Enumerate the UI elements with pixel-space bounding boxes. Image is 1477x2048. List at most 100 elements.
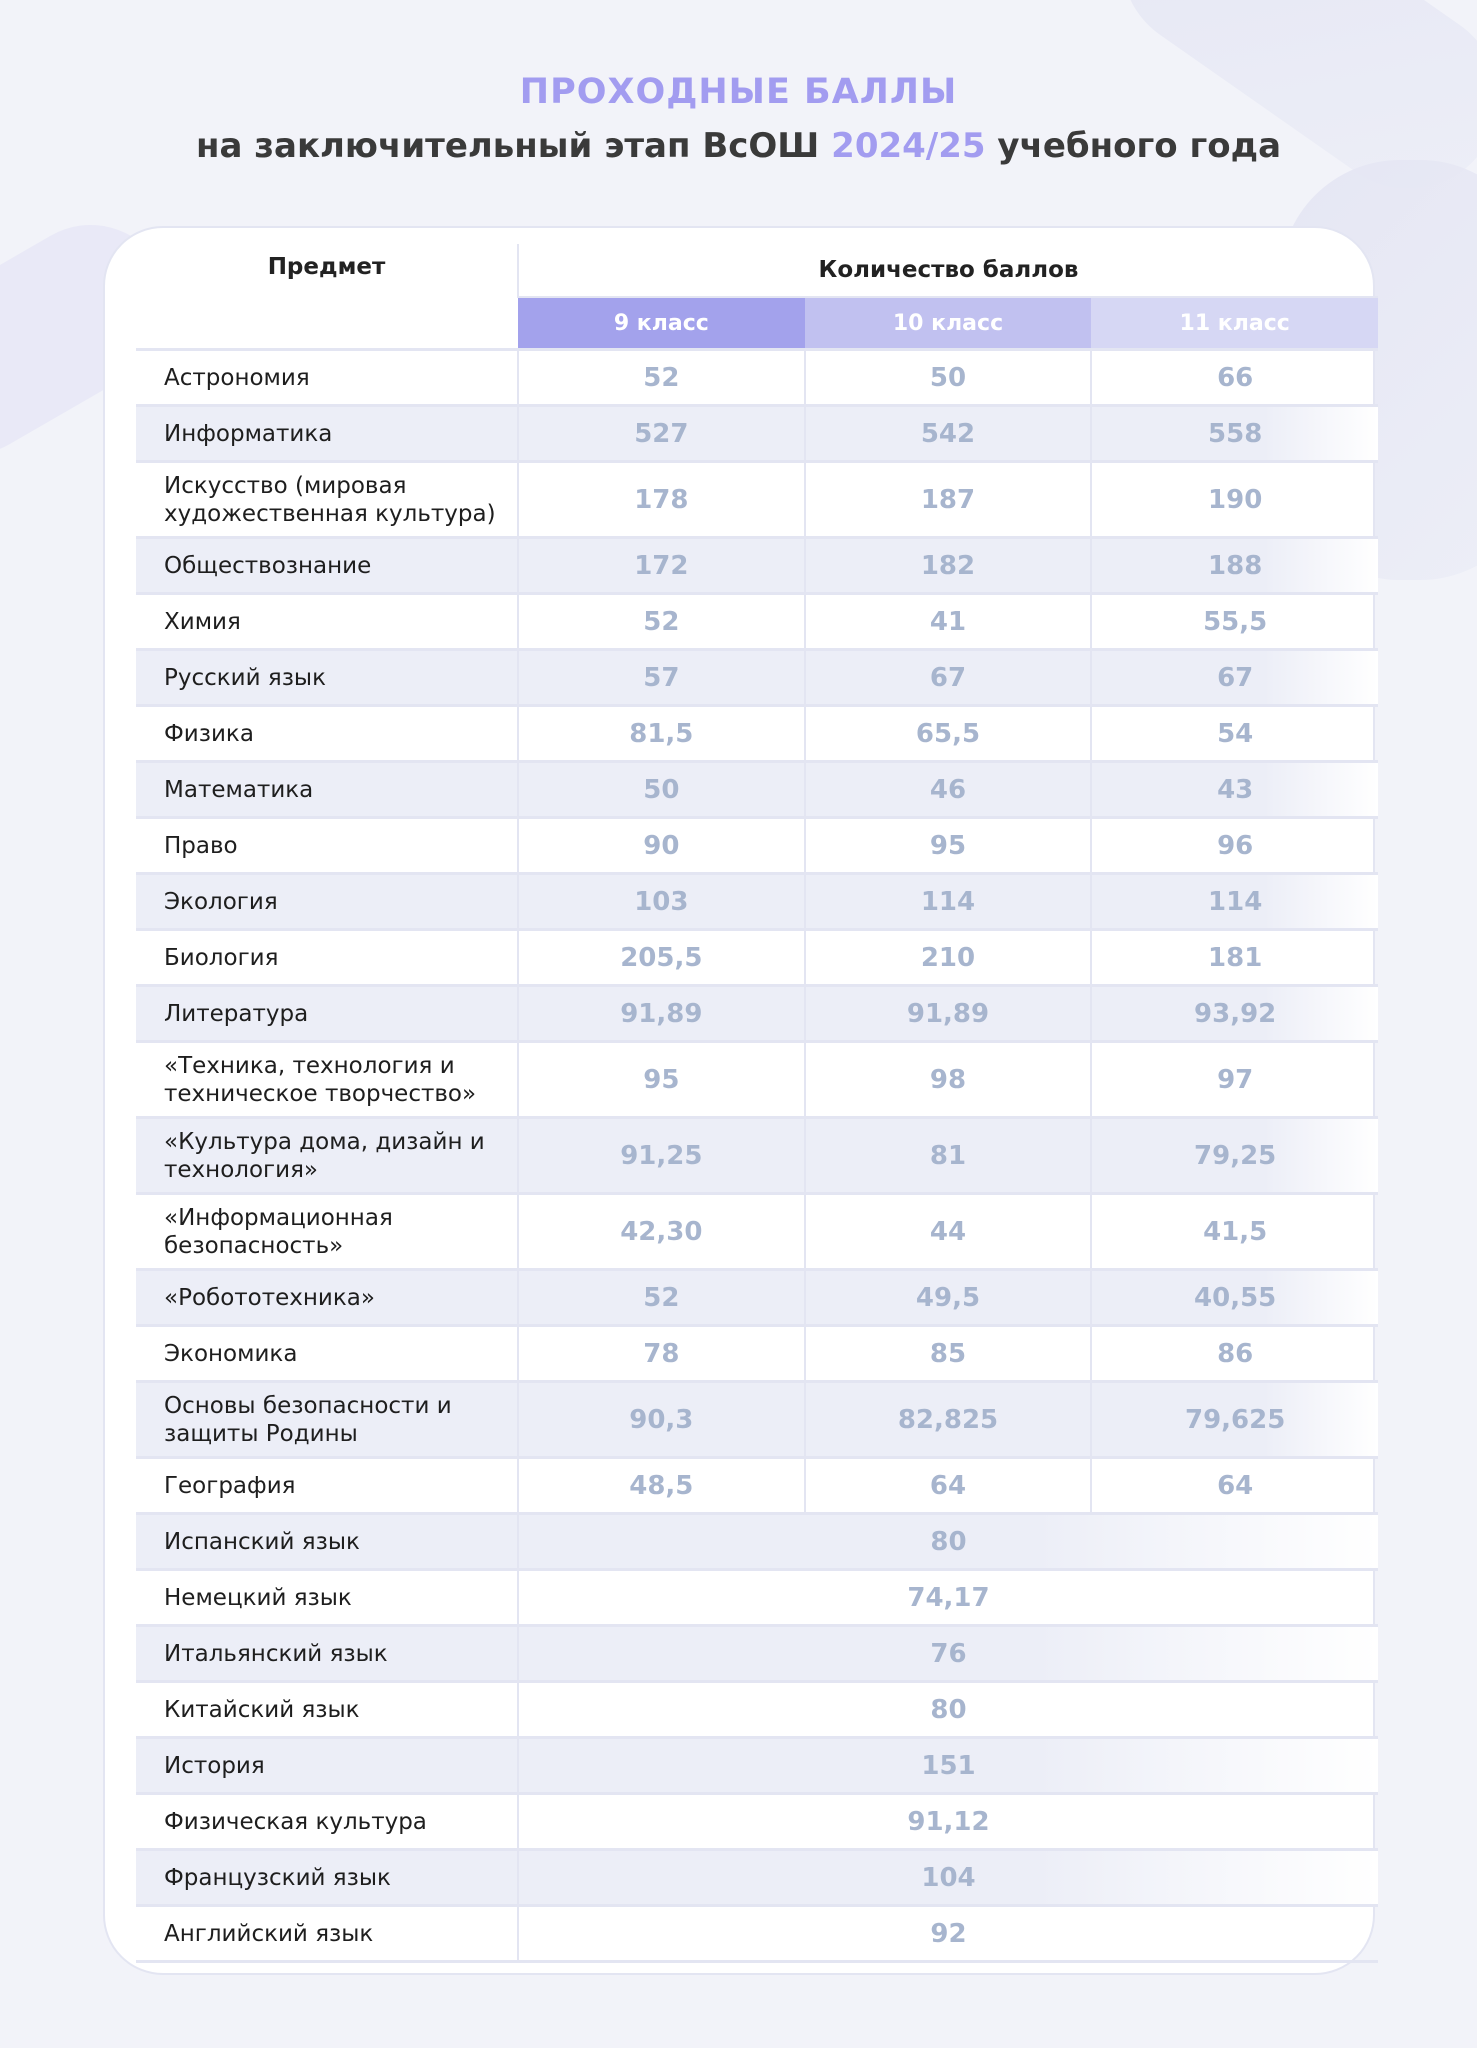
table-row: «Культура дома, дизайн и технология» 91,2…	[136, 1117, 1378, 1195]
score-grade-10: 98	[803, 1041, 1092, 1119]
score-grade-11: 96	[1090, 817, 1378, 875]
score-all-grades: 104	[517, 1849, 1378, 1907]
score-header: Количество баллов	[517, 244, 1378, 298]
subject-cell: «Информационная безопасность»	[136, 1193, 518, 1271]
table-row: Математика 50 46 43	[136, 761, 1378, 819]
score-grade-11: 55,5	[1090, 593, 1378, 651]
table-row: «Техника, технология и техническое творч…	[136, 1041, 1378, 1119]
scores-table: Предмет Количество баллов 9 класс 10 кла…	[136, 244, 1378, 1963]
subject-cell: Физическая культура	[136, 1793, 518, 1851]
subject-cell: Русский язык	[136, 649, 518, 707]
score-grade-9: 91,25	[517, 1117, 805, 1195]
score-grade-10: 182	[803, 537, 1092, 595]
score-grade-11: 54	[1090, 705, 1378, 763]
score-grade-9: 91,89	[517, 985, 805, 1043]
score-grade-10: 49,5	[803, 1269, 1092, 1327]
subject-cell: Астрономия	[136, 349, 518, 407]
score-grade-9: 52	[517, 349, 805, 407]
score-all-grades: 151	[517, 1737, 1378, 1795]
subject-cell: Информатика	[136, 405, 518, 463]
score-grade-10: 542	[803, 405, 1092, 463]
score-grade-9: 90,3	[517, 1381, 805, 1459]
score-grade-10: 50	[803, 349, 1092, 407]
table-row: География 48,5 64 64	[136, 1457, 1378, 1515]
score-grade-9: 52	[517, 593, 805, 651]
score-grade-9: 50	[517, 761, 805, 819]
score-grade-9: 178	[517, 461, 805, 539]
score-grade-10: 65,5	[803, 705, 1092, 763]
score-grade-11: 114	[1090, 873, 1378, 931]
score-grade-9: 81,5	[517, 705, 805, 763]
score-grade-10: 114	[803, 873, 1092, 931]
score-grade-10: 44	[803, 1193, 1092, 1271]
subject-cell: Литература	[136, 985, 518, 1043]
table-row: Немецкий язык 74,17	[136, 1569, 1378, 1627]
table-row: Литература 91,89 91,89 93,92	[136, 985, 1378, 1043]
score-grade-10: 46	[803, 761, 1092, 819]
score-grade-9: 103	[517, 873, 805, 931]
subject-cell: Право	[136, 817, 518, 875]
score-grade-10: 67	[803, 649, 1092, 707]
score-grade-10: 81	[803, 1117, 1092, 1195]
subject-cell: Обществознание	[136, 537, 518, 595]
grade-10-header: 10 класс	[804, 297, 1092, 351]
score-all-grades: 91,12	[517, 1793, 1378, 1851]
table-row: Французский язык 104	[136, 1849, 1378, 1907]
score-grade-9: 48,5	[517, 1457, 805, 1515]
table-row: «Робототехника» 52 49,5 40,55	[136, 1269, 1378, 1327]
table-row: «Информационная безопасность» 42,30 44 41,5	[136, 1193, 1378, 1271]
subtitle-year: 2024/25	[831, 126, 986, 166]
score-all-grades: 74,17	[517, 1569, 1378, 1627]
score-grade-9: 95	[517, 1041, 805, 1119]
table-row: История 151	[136, 1737, 1378, 1795]
subject-header: Предмет	[136, 244, 518, 351]
score-grade-11: 181	[1090, 929, 1378, 987]
score-grade-9: 52	[517, 1269, 805, 1327]
table-row: Китайский язык 80	[136, 1681, 1378, 1739]
subject-cell: Основы безопасности и защиты Родины	[136, 1381, 518, 1459]
table-row: Английский язык 92	[136, 1905, 1378, 1963]
score-grade-11: 43	[1090, 761, 1378, 819]
table-row: Итальянский язык 76	[136, 1625, 1378, 1683]
subject-cell: Биология	[136, 929, 518, 987]
table-row: Химия 52 41 55,5	[136, 593, 1378, 651]
table-row: Право 90 95 96	[136, 817, 1378, 875]
subject-cell: «Культура дома, дизайн и технология»	[136, 1117, 518, 1195]
score-grade-10: 85	[803, 1325, 1092, 1383]
subject-cell: Французский язык	[136, 1849, 518, 1907]
table-row: Русский язык 57 67 67	[136, 649, 1378, 707]
score-all-grades: 92	[517, 1905, 1378, 1963]
subject-cell: Химия	[136, 593, 518, 651]
table-row: Экономика 78 85 86	[136, 1325, 1378, 1383]
subtitle-text: учебного года	[985, 126, 1282, 166]
score-grade-11: 41,5	[1090, 1193, 1378, 1271]
score-grade-11: 93,92	[1090, 985, 1378, 1043]
score-grade-10: 95	[803, 817, 1092, 875]
score-grade-9: 90	[517, 817, 805, 875]
score-grade-11: 97	[1090, 1041, 1378, 1119]
score-grade-10: 210	[803, 929, 1092, 987]
score-grade-9: 42,30	[517, 1193, 805, 1271]
subject-cell: Экология	[136, 873, 518, 931]
score-grade-11: 79,25	[1090, 1117, 1378, 1195]
score-all-grades: 76	[517, 1625, 1378, 1683]
score-grade-10: 41	[803, 593, 1092, 651]
score-grade-11: 558	[1090, 405, 1378, 463]
score-grade-9: 57	[517, 649, 805, 707]
grade-11-header: 11 класс	[1091, 297, 1378, 351]
table-row: Астрономия 52 50 66	[136, 349, 1378, 407]
score-grade-10: 91,89	[803, 985, 1092, 1043]
table-row: Физическая культура 91,12	[136, 1793, 1378, 1851]
table-row: Испанский язык 80	[136, 1513, 1378, 1571]
score-grade-10: 82,825	[803, 1381, 1092, 1459]
score-grade-11: 188	[1090, 537, 1378, 595]
score-grade-11: 86	[1090, 1325, 1378, 1383]
subtitle-text: на заключительный этап ВсОШ	[195, 126, 832, 166]
subject-cell: «Робототехника»	[136, 1269, 518, 1327]
score-grade-11: 79,625	[1090, 1381, 1378, 1459]
subject-cell: «Техника, технология и техническое творч…	[136, 1041, 518, 1119]
subject-cell: Итальянский язык	[136, 1625, 518, 1683]
score-grade-11: 67	[1090, 649, 1378, 707]
score-grade-11: 66	[1090, 349, 1378, 407]
score-all-grades: 80	[517, 1681, 1378, 1739]
